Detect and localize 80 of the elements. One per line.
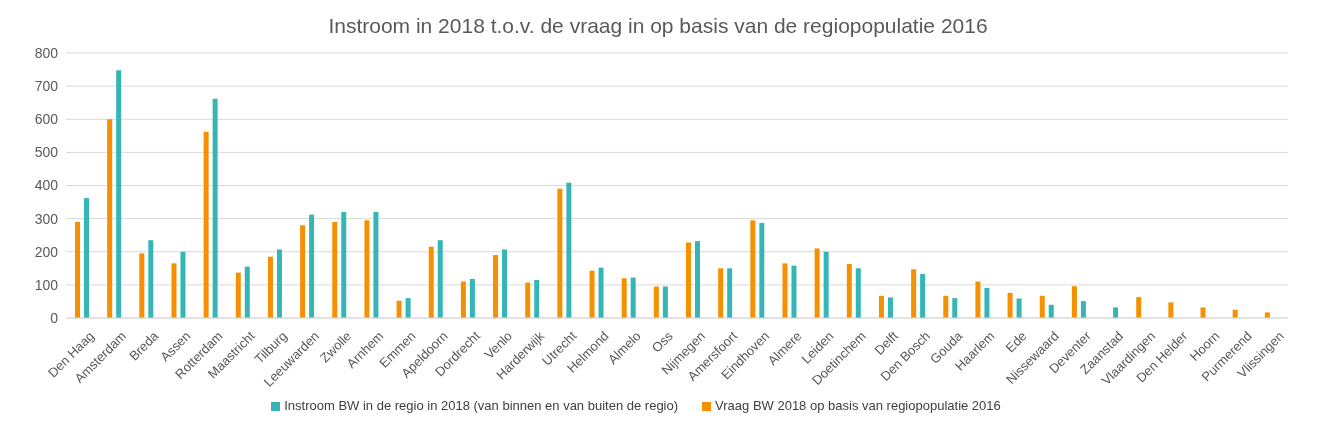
bar	[1113, 307, 1119, 318]
bar	[84, 198, 89, 318]
bar	[116, 70, 122, 318]
bar	[911, 269, 917, 318]
bar	[662, 286, 668, 318]
bar	[727, 268, 733, 318]
bar	[107, 119, 113, 318]
y-tick-label: 600	[34, 111, 59, 128]
bar	[782, 263, 788, 318]
legend-label: Instroom BW in de regio in 2018 (van binnen en van buiten de regio)	[284, 398, 679, 413]
bar	[244, 266, 250, 318]
bar	[235, 272, 241, 318]
bar	[887, 297, 893, 318]
bar	[405, 298, 411, 318]
bar	[1136, 297, 1142, 318]
y-tick-label: 400	[34, 177, 59, 194]
y-tick-label: 500	[34, 144, 59, 161]
bar	[534, 279, 540, 318]
bar	[846, 264, 852, 318]
bar	[759, 222, 765, 318]
bar	[75, 221, 80, 318]
bar	[920, 273, 926, 318]
bar	[1071, 286, 1077, 318]
bar	[975, 281, 981, 318]
bar	[653, 286, 659, 318]
bar	[814, 248, 820, 318]
bar	[1048, 304, 1054, 318]
chart-title: Instroom in 2018 t.o.v. de vraag in op basis van de regiopopulatie 2016	[328, 14, 988, 37]
bar	[566, 182, 572, 318]
bar	[943, 295, 949, 318]
bar	[695, 241, 700, 318]
bar	[171, 263, 177, 318]
bar	[621, 278, 627, 318]
bar	[1080, 301, 1086, 318]
bar	[502, 249, 508, 318]
bar	[1039, 295, 1045, 318]
bar	[1016, 298, 1022, 318]
bar	[139, 253, 145, 318]
legend-label: Vraag BW 2018 op basis van regiopopulatie 2016	[715, 398, 1001, 413]
bar	[686, 242, 691, 318]
bar	[276, 249, 282, 318]
bar	[984, 287, 990, 318]
y-tick-label: 700	[34, 78, 59, 95]
bar	[180, 251, 186, 318]
bar	[750, 220, 756, 318]
y-tick-label: 800	[34, 44, 59, 61]
bar	[332, 221, 338, 318]
y-tick-label: 300	[34, 210, 59, 227]
bar	[212, 98, 218, 318]
bar	[589, 270, 595, 318]
bar	[428, 246, 434, 318]
bar	[1007, 292, 1013, 318]
bar	[718, 268, 724, 318]
bar	[460, 281, 466, 318]
bar	[952, 298, 958, 318]
bar	[437, 240, 443, 318]
bar	[267, 256, 273, 318]
bar	[364, 220, 370, 318]
bar	[493, 255, 499, 318]
bar	[148, 240, 154, 318]
y-tick-label: 100	[34, 276, 59, 293]
bar	[525, 282, 531, 318]
bar	[630, 277, 636, 318]
bar	[341, 212, 347, 318]
bar	[469, 278, 475, 318]
bar	[309, 214, 315, 318]
bar	[878, 295, 884, 318]
bar	[203, 131, 209, 318]
bar	[855, 268, 861, 318]
bar	[557, 188, 563, 318]
bar	[823, 251, 829, 318]
bar	[300, 225, 306, 318]
bar	[791, 265, 797, 318]
y-tick-label: 200	[34, 243, 59, 260]
bar	[1168, 302, 1174, 318]
bar	[1200, 307, 1206, 318]
bar	[373, 212, 379, 318]
bar	[396, 300, 402, 318]
y-tick-label: 0	[50, 309, 59, 326]
bar	[598, 267, 604, 318]
